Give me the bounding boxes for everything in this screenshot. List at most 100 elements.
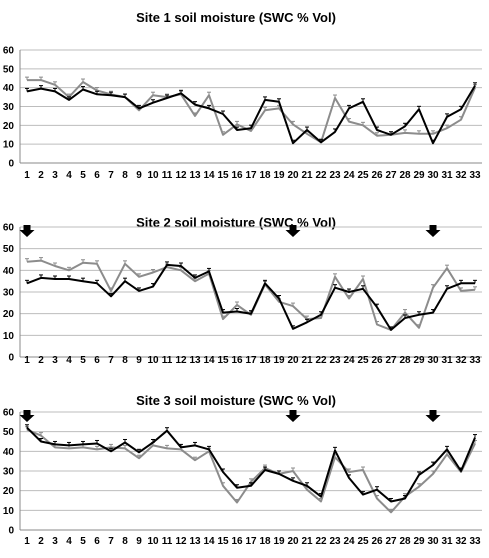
series-line-gray <box>27 79 476 144</box>
x-tick-label: 23 <box>329 170 341 181</box>
x-tick-label: 25 <box>357 355 369 366</box>
x-tick-label: 24 <box>343 536 355 547</box>
x-tick-label: 7 <box>108 170 114 181</box>
x-tick-label: 4 <box>66 355 72 366</box>
x-tick-label: 29 <box>413 170 425 181</box>
y-tick-label: 0 <box>8 526 14 537</box>
x-tick-label: 5 <box>80 170 86 181</box>
x-tick-label: 27 <box>385 355 397 366</box>
x-tick-label: 11 <box>162 170 173 181</box>
x-tick-label: 8 <box>122 536 128 547</box>
x-tick-label: 17 <box>245 355 257 366</box>
x-tick-label: 30 <box>427 355 439 366</box>
x-tick-label: 29 <box>413 355 425 366</box>
x-tick-label: 26 <box>371 170 383 181</box>
y-tick-label: 40 <box>3 447 15 458</box>
chart-site-1: Site 1 soil moisture (SWC % Vol) 0 10 20 30 4… <box>3 10 482 181</box>
x-tick-label: 21 <box>301 536 313 547</box>
y-tick-label: 20 <box>3 309 15 320</box>
x-tick-label: 5 <box>80 536 86 547</box>
x-tick-label: 4 <box>66 170 72 181</box>
x-tick-label: 28 <box>399 355 411 366</box>
y-tick-label: 30 <box>3 467 15 478</box>
x-tick-label: 22 <box>315 536 327 547</box>
y-tick-label: 10 <box>3 506 15 517</box>
y-tick-label: 40 <box>3 266 15 277</box>
y-tick-label: 50 <box>3 64 15 75</box>
x-tick-label: 7 <box>108 355 114 366</box>
x-tick-label: 6 <box>94 355 100 366</box>
x-tick-label: 10 <box>147 536 159 547</box>
y-tick-label: 0 <box>8 353 14 364</box>
event-arrow-icon <box>425 410 441 422</box>
chart-title: Site 2 soil moisture (SWC % Vol) <box>136 215 336 230</box>
series-line-black <box>26 85 476 145</box>
x-tick-label: 25 <box>357 170 369 181</box>
event-arrow-icon <box>285 225 301 237</box>
event-arrow-icon <box>19 410 35 422</box>
series-line-black <box>26 263 475 331</box>
x-tick-label: 18 <box>259 170 271 181</box>
x-tick-label: 14 <box>203 170 215 181</box>
x-tick-label: 16 <box>231 355 243 366</box>
event-arrow-icon <box>19 225 35 237</box>
x-tick-label: 20 <box>287 536 299 547</box>
x-tick-label: 24 <box>343 355 355 366</box>
x-tick-label: 12 <box>175 355 187 366</box>
y-tick-label: 0 <box>8 159 14 170</box>
y-tick-label: 50 <box>3 244 15 255</box>
x-tick-label: 3 <box>52 355 58 366</box>
x-tick-label: 13 <box>189 355 201 366</box>
y-tick-label: 20 <box>3 486 15 497</box>
x-tick-label: 14 <box>203 355 215 366</box>
chart-site-3: Site 3 soil moisture (SWC % Vol) 0 10 20 30 4… <box>3 393 482 547</box>
x-tick-label: 27 <box>385 536 397 547</box>
y-tick-label: 60 <box>3 223 15 234</box>
x-tick-label: 23 <box>329 355 341 366</box>
x-tick-label: 32 <box>455 170 467 181</box>
x-tick-label: 9 <box>136 170 142 181</box>
x-tick-label: 28 <box>399 536 411 547</box>
x-tick-label: 22 <box>315 355 327 366</box>
y-tick-label: 60 <box>3 46 15 57</box>
x-tick-label: 22 <box>315 170 327 181</box>
x-tick-label: 4 <box>66 536 72 547</box>
event-arrow-icon <box>285 410 301 422</box>
x-tick-label: 14 <box>203 536 215 547</box>
x-tick-label: 31 <box>441 170 453 181</box>
x-tick-label: 28 <box>399 170 411 181</box>
x-tick-label: 32 <box>455 355 467 366</box>
x-tick-label: 19 <box>273 536 285 547</box>
x-tick-label: 1 <box>24 170 30 181</box>
x-tick-label: 10 <box>147 355 159 366</box>
y-tick-label: 30 <box>3 288 15 299</box>
x-tick-label: 17 <box>245 170 257 181</box>
y-tick-label: 20 <box>3 121 15 132</box>
x-tick-label: 33 <box>469 355 481 366</box>
x-tick-label: 32 <box>455 536 467 547</box>
x-tick-label: 33 <box>469 536 481 547</box>
x-tick-label: 26 <box>371 536 383 547</box>
x-tick-label: 26 <box>371 355 383 366</box>
x-tick-label: 31 <box>441 536 453 547</box>
x-tick-label: 10 <box>147 170 159 181</box>
x-tick-label: 6 <box>94 170 100 181</box>
x-tick-label: 19 <box>273 355 285 366</box>
x-tick-label: 12 <box>175 536 187 547</box>
y-tick-label: 40 <box>3 83 15 94</box>
x-tick-label: 33 <box>469 170 481 181</box>
chart-title: Site 3 soil moisture (SWC % Vol) <box>136 393 336 408</box>
x-tick-label: 17 <box>245 536 257 547</box>
y-tick-label: 30 <box>3 102 15 113</box>
x-tick-label: 8 <box>122 170 128 181</box>
x-tick-label: 15 <box>217 536 229 547</box>
x-tick-label: 15 <box>217 170 229 181</box>
y-tick-label: 60 <box>3 408 15 419</box>
x-tick-label: 9 <box>136 536 142 547</box>
x-tick-label: 20 <box>287 355 299 366</box>
x-tick-label: 8 <box>122 355 128 366</box>
series-line-black <box>26 426 476 503</box>
x-tick-label: 23 <box>329 536 341 547</box>
x-tick-label: 15 <box>217 355 229 366</box>
chart-site-2: Site 2 soil moisture (SWC % Vol) 0 10 20 30 4… <box>3 215 482 366</box>
